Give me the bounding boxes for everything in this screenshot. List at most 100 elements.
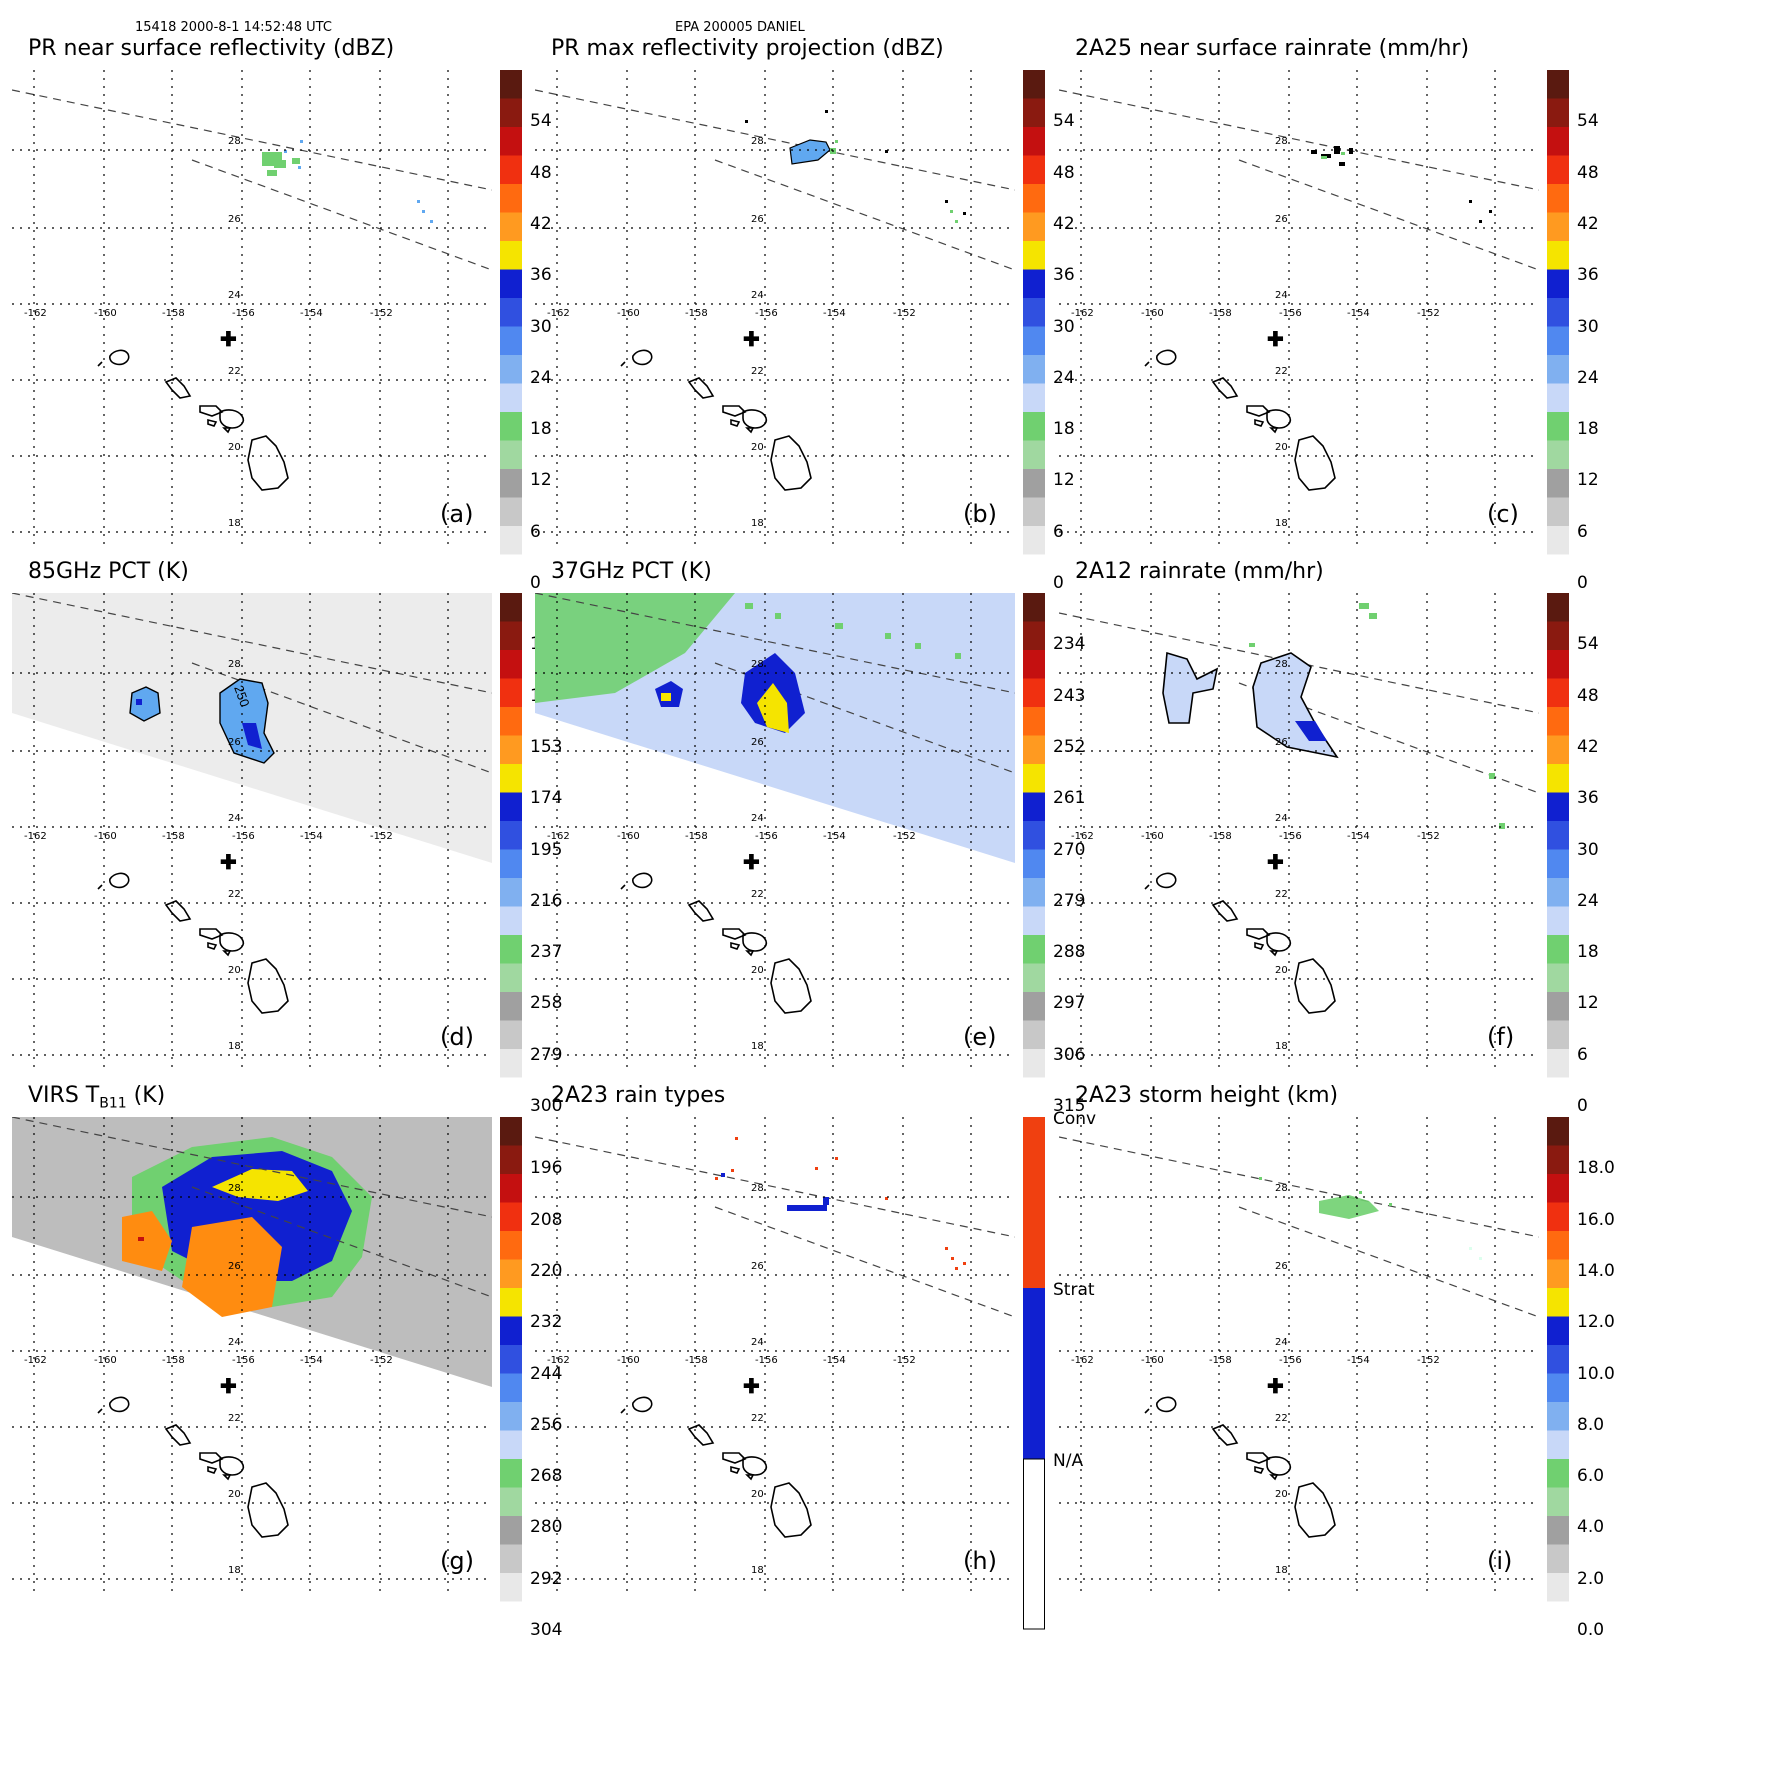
colorbar-labels: 54 48 42 36 30 24 18 12 6 0 bbox=[530, 70, 590, 593]
panel-title: 2A23 storm height (km) bbox=[1075, 1083, 1339, 1108]
colorbar bbox=[1023, 70, 1045, 583]
lat-tick-label: 20 bbox=[751, 442, 764, 453]
lat-tick-label: 22 bbox=[228, 889, 241, 900]
colorbar-tick-label: 195 bbox=[530, 839, 563, 860]
panel-label: (f) bbox=[1487, 1023, 1515, 1051]
map-canvas-c: -162 -160 -158 -156 -154 -152 28 26 24 22 20 18 ✚ bbox=[1059, 70, 1539, 550]
lon-tick-label: -162 bbox=[1071, 308, 1094, 319]
lon-tick-label: -154 bbox=[1347, 1355, 1370, 1366]
lat-tick-label: 18 bbox=[751, 1041, 764, 1052]
panel-title: VIRS TB11 (K) bbox=[28, 1083, 166, 1112]
lat-tick-label: 28 bbox=[1275, 1183, 1288, 1194]
storm-center-marker: ✚ bbox=[220, 1376, 237, 1398]
colorbar-tick-label: 18 bbox=[1577, 942, 1599, 963]
lat-tick-label: 20 bbox=[228, 965, 241, 976]
hawaii-coastline bbox=[1144, 1396, 1336, 1538]
lon-tick-label: -152 bbox=[893, 308, 916, 319]
colorbar-labels: 54 48 42 36 30 24 18 12 6 0 bbox=[1577, 593, 1637, 1116]
colorbar-tick-label: 6.0 bbox=[1577, 1466, 1605, 1487]
colorbar-tick-label: 258 bbox=[530, 993, 563, 1014]
colorbar-tick-label: 6 bbox=[1053, 521, 1064, 542]
storm-center-marker: ✚ bbox=[1267, 1376, 1284, 1398]
colorbar-tick-label: 6 bbox=[1577, 521, 1588, 542]
panel-title: 2A12 rainrate (mm/hr) bbox=[1075, 559, 1324, 584]
storm-center-marker: ✚ bbox=[220, 329, 237, 351]
colorbar-tick-label: 42 bbox=[1577, 213, 1599, 234]
lon-tick-label: -152 bbox=[1417, 308, 1440, 319]
map-canvas-g: -162 -160 -158 -156 -154 -152 28 26 24 22 20 18 ✚ bbox=[12, 1117, 492, 1597]
hawaii-coastline bbox=[620, 349, 812, 491]
lon-tick-label: -154 bbox=[823, 1355, 846, 1366]
colorbar-tick-label: 243 bbox=[1053, 685, 1086, 706]
lon-tick-label: -158 bbox=[162, 308, 185, 319]
hawaii-coastline bbox=[1144, 872, 1336, 1014]
storm-center-marker: ✚ bbox=[220, 852, 237, 874]
colorbar bbox=[1547, 1117, 1569, 1630]
lon-tick-label: -158 bbox=[685, 831, 708, 842]
lat-tick-label: 22 bbox=[751, 366, 764, 377]
lat-tick-label: 18 bbox=[751, 518, 764, 529]
map-panel-a: -162 -160 -158 -156 -154 -152 28 26 24 22 20 18 ✚ PR … bbox=[0, 30, 570, 593]
panel-label: (a) bbox=[440, 500, 474, 528]
colorbar-c bbox=[1547, 70, 1569, 583]
lat-tick-label: 24 bbox=[1275, 1337, 1288, 1348]
colorbar-tick-label: 18 bbox=[1577, 419, 1599, 440]
colorbar-tick-label: 54 bbox=[1577, 111, 1599, 132]
lon-tick-label: -156 bbox=[232, 831, 255, 842]
lon-tick-label: -156 bbox=[232, 1355, 255, 1366]
colorbar-tick-label: 268 bbox=[530, 1466, 563, 1487]
panel-label: (b) bbox=[963, 500, 997, 528]
lon-tick-label: -158 bbox=[685, 1355, 708, 1366]
colorbar-labels: Conv Strat N/A bbox=[1053, 1109, 1113, 1630]
map-panel-g: -162 -160 -158 -156 -154 -152 28 26 24 22 20 18 ✚ VIR… bbox=[0, 1077, 570, 1640]
colorbar-tick-label: Conv bbox=[1053, 1109, 1097, 1129]
lat-tick-label: 28 bbox=[751, 659, 764, 670]
lon-tick-label: -160 bbox=[1141, 1355, 1164, 1366]
lat-tick-label: 22 bbox=[1275, 1413, 1288, 1424]
lon-tick-label: -160 bbox=[94, 831, 117, 842]
lat-tick-label: 22 bbox=[228, 1413, 241, 1424]
colorbar-tick-label: 2.0 bbox=[1577, 1568, 1605, 1589]
colorbar-tick-label: 36 bbox=[1577, 265, 1599, 286]
colorbar-tick-label: 237 bbox=[530, 942, 563, 963]
lat-tick-label: 22 bbox=[751, 889, 764, 900]
lon-tick-label: -152 bbox=[370, 1355, 393, 1366]
lat-tick-label: 20 bbox=[228, 442, 241, 453]
colorbar-tick-label: 234 bbox=[1053, 634, 1086, 655]
lat-tick-label: 26 bbox=[228, 737, 241, 748]
colorbar-tick-label: 54 bbox=[1577, 634, 1599, 655]
colorbar-tick-label: 280 bbox=[530, 1517, 563, 1538]
map-panel-i: -162 -160 -158 -156 -154 -152 28 26 24 22 20 18 ✚ 2A2… bbox=[1047, 1077, 1617, 1640]
storm-center-marker: ✚ bbox=[743, 329, 760, 351]
hawaii-coastline bbox=[97, 1396, 289, 1538]
colorbar-tick-label: 0.0 bbox=[1577, 1620, 1605, 1640]
colorbar bbox=[1023, 1117, 1045, 1630]
panel-label: (d) bbox=[440, 1023, 474, 1051]
lon-tick-label: -156 bbox=[1279, 831, 1302, 842]
colorbar-tick-label: 279 bbox=[530, 1044, 563, 1065]
lat-tick-label: 26 bbox=[751, 1261, 764, 1272]
lon-tick-label: -154 bbox=[1347, 308, 1370, 319]
header-orbit-info: 15418 2000-8-1 14:52:48 UTC bbox=[135, 20, 332, 35]
lon-tick-label: -154 bbox=[300, 308, 323, 319]
colorbar-tick-label: 0 bbox=[1053, 573, 1064, 593]
lat-tick-label: 26 bbox=[1275, 737, 1288, 748]
colorbar-tick-label: 244 bbox=[530, 1363, 563, 1384]
map-canvas-f: -162 -160 -158 -156 -154 -152 28 26 24 22 20 18 ✚ bbox=[1059, 593, 1539, 1073]
lat-tick-label: 20 bbox=[228, 1489, 241, 1500]
map-panel-e: -162 -160 -158 -156 -154 -152 28 26 24 22 20 18 ✚ 37G… bbox=[523, 553, 1093, 1116]
colorbar-labels: 196 208 220 232 244 256 268 280 292 304 bbox=[530, 1117, 590, 1640]
map-canvas-i: -162 -160 -158 -156 -154 -152 28 26 24 22 20 18 ✚ bbox=[1059, 1117, 1539, 1597]
lat-tick-label: 18 bbox=[228, 518, 241, 529]
colorbar-tick-label: 24 bbox=[530, 367, 552, 388]
colorbar-tick-label: 30 bbox=[1577, 839, 1599, 860]
lon-tick-label: -152 bbox=[893, 831, 916, 842]
lon-tick-label: -162 bbox=[24, 1355, 47, 1366]
lat-tick-label: 18 bbox=[751, 1565, 764, 1576]
colorbar-tick-label: 48 bbox=[1577, 685, 1599, 706]
lat-tick-label: 24 bbox=[751, 290, 764, 301]
map-canvas-b: -162 -160 -158 -156 -154 -152 28 26 24 22 20 18 ✚ bbox=[535, 70, 1015, 550]
colorbar-tick-label: 153 bbox=[530, 736, 563, 757]
lat-tick-label: 22 bbox=[1275, 366, 1288, 377]
lon-tick-label: -154 bbox=[300, 831, 323, 842]
